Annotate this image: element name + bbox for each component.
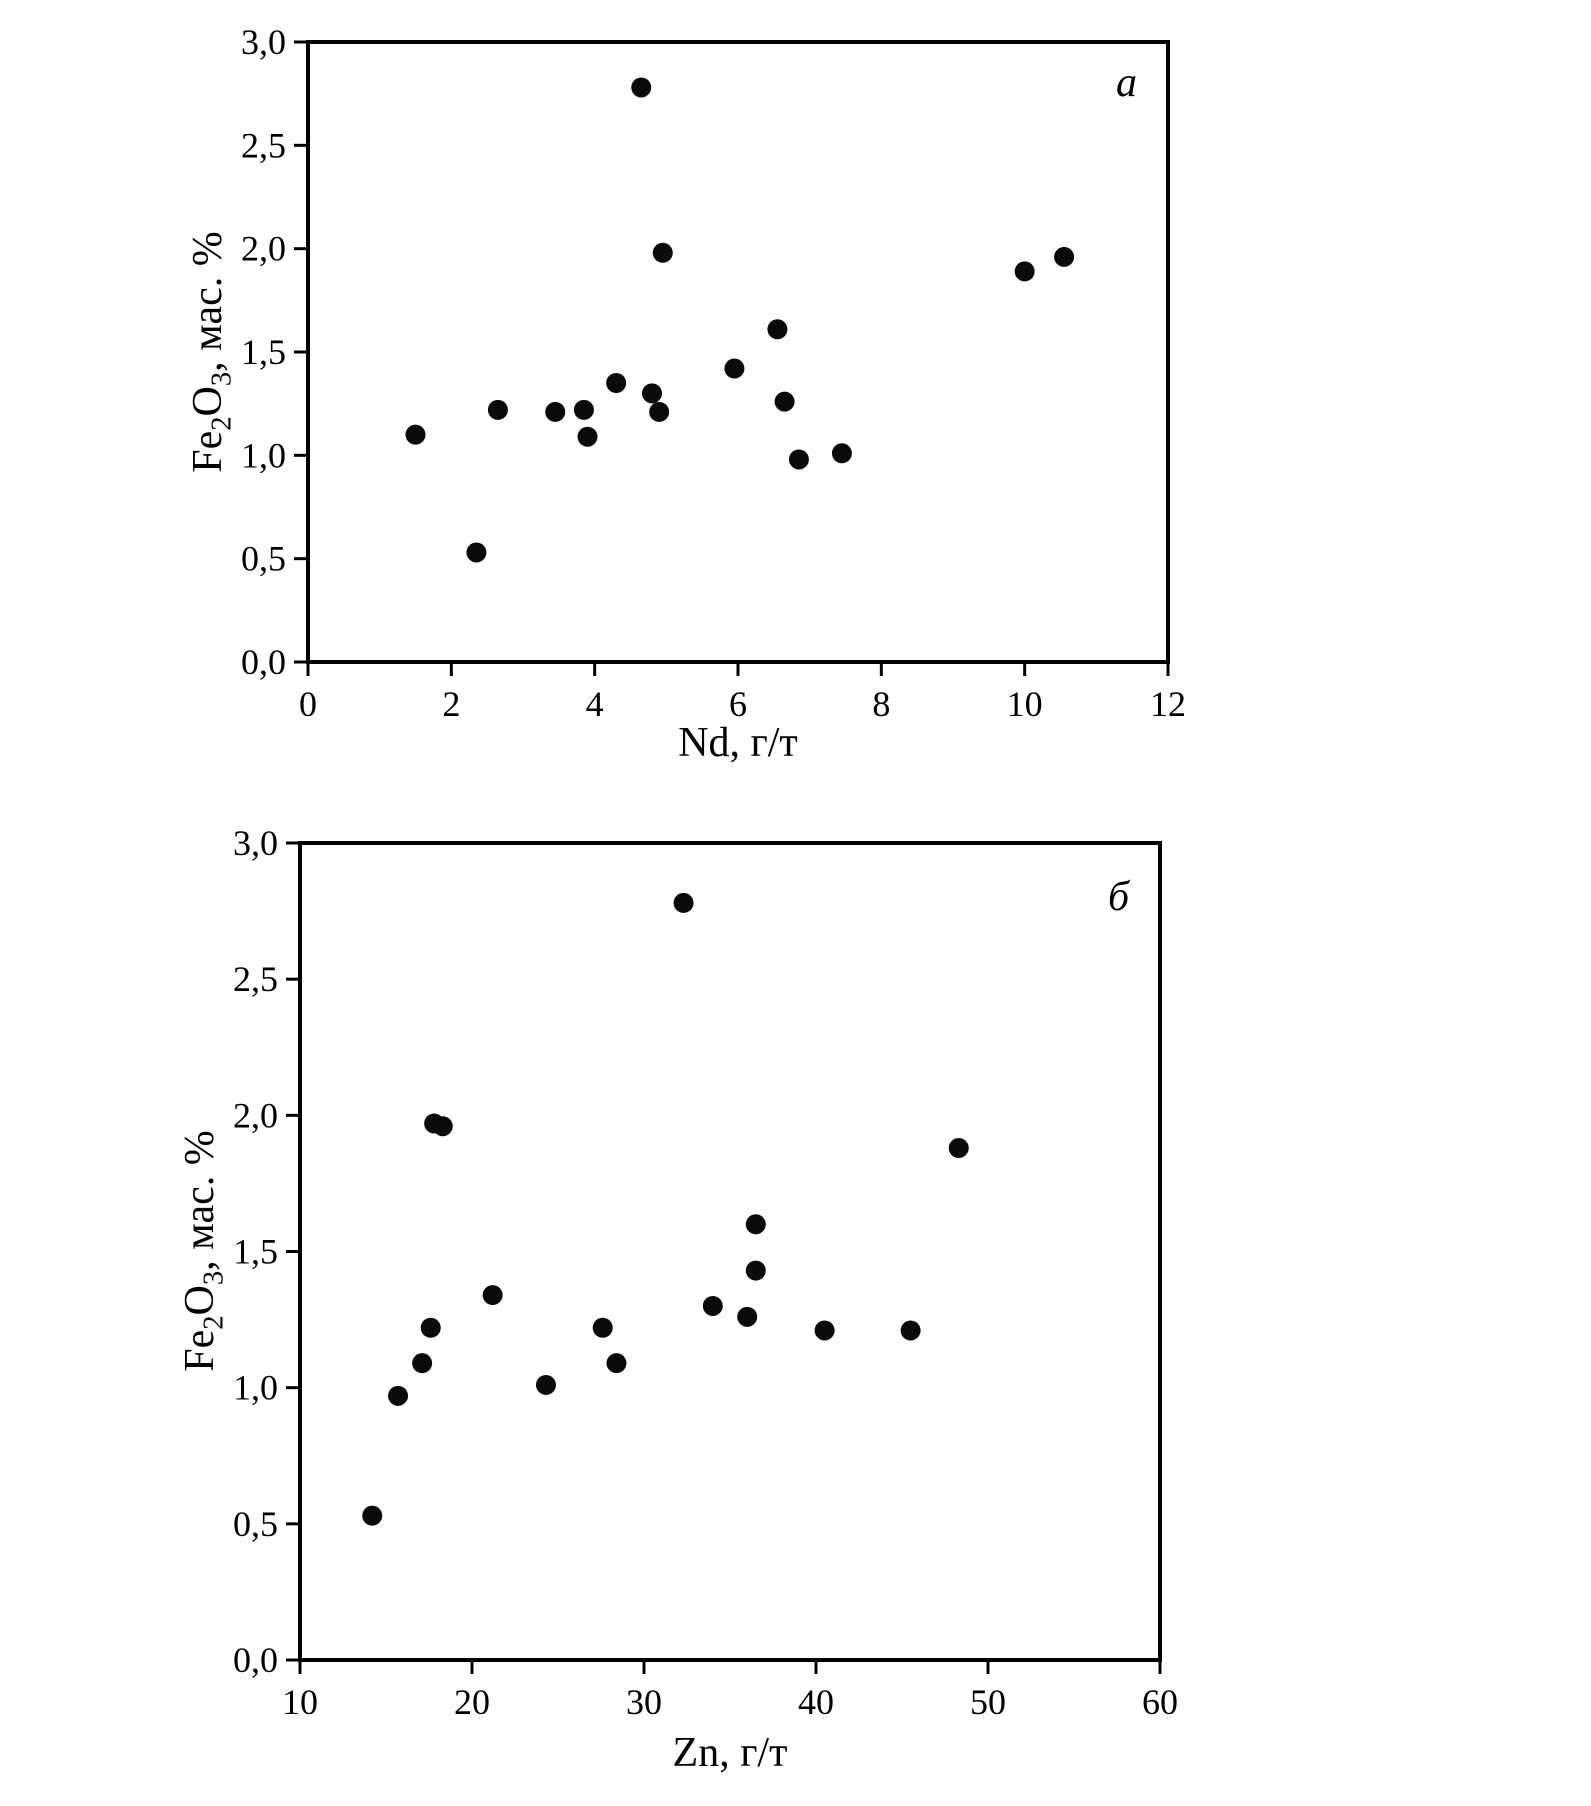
ylabel-text: Fe [177, 1329, 224, 1372]
ylabel-subscript: 3 [198, 1270, 230, 1286]
y-tick-label: 0,0 [241, 642, 286, 682]
data-point [724, 358, 745, 379]
data-point [642, 383, 662, 404]
ylabel-text: , мас. % [177, 1130, 224, 1271]
data-point [577, 426, 598, 447]
data-point [487, 399, 508, 420]
y-tick-label: 1,5 [233, 1232, 278, 1272]
x-tick-label: 40 [798, 1682, 834, 1722]
data-point [774, 391, 795, 412]
data-point [702, 1295, 723, 1316]
data-point [432, 1116, 453, 1137]
x-tick-label: 30 [626, 1682, 662, 1722]
x-tick-label: 6 [729, 684, 747, 724]
data-point [420, 1317, 441, 1338]
data-point [482, 1285, 503, 1306]
scatter-plot-b: 10 20 30 40 50 60 0,0 0,5 1,0 1,5 2,0 2,5 3,0 б Fe2O… [0, 800, 1591, 1806]
data-point [948, 1138, 969, 1159]
ylabel-text: O [177, 1285, 224, 1316]
y-tick-label: 2,5 [233, 959, 278, 999]
plot-frame [306, 40, 1170, 664]
data-point [767, 319, 788, 340]
y-tick-label: 2,5 [241, 125, 286, 165]
ylabel-subscript: 2 [198, 1315, 230, 1330]
y-axis-title-b: Fe2O3, мас. % [177, 1130, 230, 1372]
x-axis-title-a: Nd, г/т [678, 720, 798, 766]
ylabel-text: , мас. % [185, 231, 232, 372]
y-tick-label: 0,5 [233, 1504, 278, 1544]
data-point [673, 892, 694, 913]
y-tick-label: 2,0 [233, 1095, 278, 1135]
data-point [788, 449, 809, 470]
data-point [405, 424, 426, 445]
data-point [745, 1260, 766, 1281]
data-point [831, 443, 852, 464]
data-point [737, 1306, 758, 1327]
x-tick-label: 10 [1007, 684, 1043, 724]
x-tick-label: 2 [442, 684, 460, 724]
ylabel-text: O [185, 386, 232, 417]
data-point [649, 401, 670, 422]
x-tick-label: 20 [454, 1682, 490, 1722]
data-point [362, 1505, 383, 1526]
x-tick-label: 8 [872, 684, 890, 724]
plot-area-a: 0 2 4 6 8 10 12 0,0 0,5 1,0 1,5 2,0 2,5 3,0 [241, 22, 1186, 724]
y-tick-label: 3,0 [233, 823, 278, 863]
ylabel-subscript: 2 [206, 416, 238, 431]
x-tick-label: 50 [970, 1682, 1006, 1722]
scatter-plot-a: 0 2 4 6 8 10 12 0,0 0,5 1,0 1,5 2,0 2,5 3,0 a Fe2O3, … [0, 0, 1591, 800]
y-tick-label: 0,0 [233, 1640, 278, 1680]
x-tick-label: 0 [299, 684, 317, 724]
data-point [606, 373, 627, 393]
data-point [412, 1353, 433, 1374]
ylabel-subscript: 3 [206, 371, 238, 387]
data-point [545, 401, 566, 422]
y-tick-label: 0,5 [241, 539, 286, 579]
data-point [388, 1385, 409, 1406]
x-tick-label: 60 [1142, 1682, 1178, 1722]
data-point [535, 1374, 556, 1395]
y-tick-label: 1,0 [241, 435, 286, 475]
data-point [814, 1320, 835, 1341]
x-tick-label: 12 [1150, 684, 1186, 724]
data-point [1054, 246, 1075, 267]
data-point [652, 242, 673, 263]
data-point [592, 1317, 613, 1338]
x-tick-label: 4 [586, 684, 604, 724]
y-tick-label: 1,0 [233, 1368, 278, 1408]
x-axis-title-b: Zn, г/т [672, 1730, 788, 1776]
data-point [900, 1320, 921, 1341]
plot-area-b: 10 20 30 40 50 60 0,0 0,5 1,0 1,5 2,0 2,5 3,0 [233, 823, 1178, 1722]
data-point [745, 1214, 766, 1235]
panel-label-a: a [1116, 60, 1137, 106]
data-point [466, 542, 487, 563]
data-point [573, 399, 594, 420]
x-tick-label: 10 [282, 1682, 318, 1722]
y-tick-label: 1,5 [241, 332, 286, 372]
ylabel-text: Fe [185, 430, 232, 473]
y-tick-label: 2,0 [241, 229, 286, 269]
data-point [1014, 261, 1035, 282]
data-point [631, 77, 652, 98]
plot-frame [298, 841, 1162, 1662]
panel-label-b: б [1108, 874, 1130, 920]
y-axis-title-a: Fe2O3, мас. % [185, 231, 238, 473]
y-tick-label: 3,0 [241, 22, 286, 62]
data-point [606, 1353, 627, 1374]
